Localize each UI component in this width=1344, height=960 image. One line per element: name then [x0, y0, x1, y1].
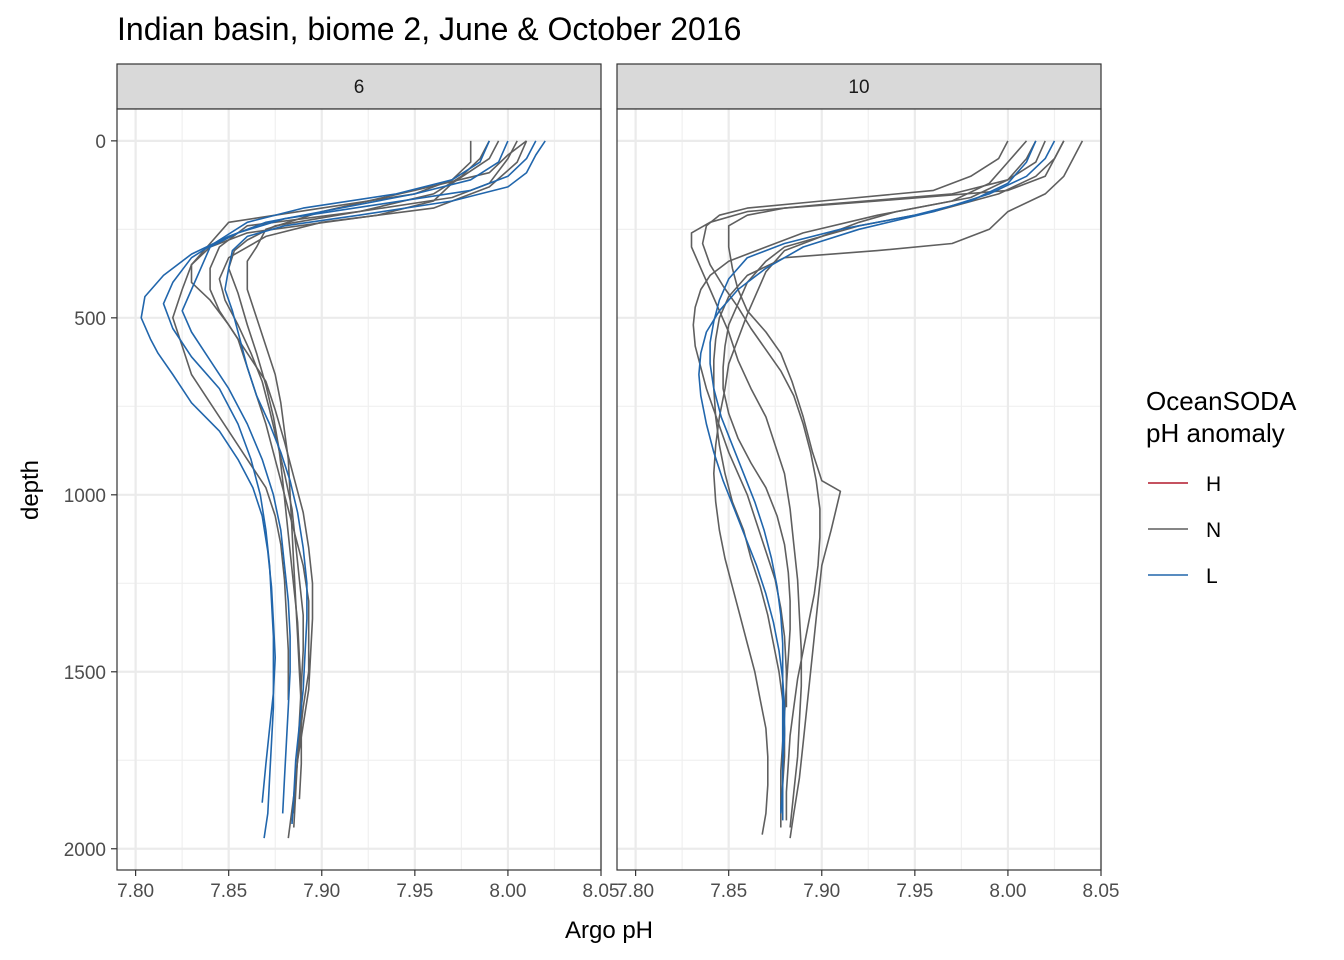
y-tick-label: 0 — [95, 132, 106, 153]
facet-panels: 6 7.80 7.85 7.90 7.95 8.00 8.05 0 500 1000 1500 200… — [64, 63, 1120, 902]
panel-background — [117, 109, 601, 870]
legend-key-label-N: N — [1206, 519, 1221, 542]
y-tick-label: 500 — [74, 309, 106, 330]
legend-key-label-L: L — [1206, 565, 1218, 588]
x-tick-label: 8.05 — [583, 881, 620, 902]
profile-line-L-10 — [162, 140, 491, 839]
profile-line-L-8 — [140, 140, 509, 803]
x-tick-label: 7.80 — [117, 881, 154, 902]
x-tick-label: 7.80 — [617, 881, 654, 902]
profile-line-N-7 — [701, 140, 1009, 821]
x-tick-label: 7.95 — [896, 881, 933, 902]
x-tick-label: 8.00 — [989, 881, 1026, 902]
y-tick-label: 1500 — [64, 663, 106, 684]
facet-panel-6: 6 7.80 7.85 7.90 7.95 8.00 8.05 0 500 1000 1500 200… — [64, 63, 620, 902]
profile-line-N-2 — [690, 140, 1046, 828]
legend-title-line-2: pH anomaly — [1146, 418, 1285, 448]
x-tick-label: 8.00 — [489, 881, 526, 902]
panel-border — [116, 108, 602, 871]
y-tick-label: 1000 — [64, 486, 106, 507]
facet-strip-label: 10 — [848, 77, 869, 98]
y-axis-title: depth — [17, 460, 44, 520]
chart-title: Indian basin, biome 2, June & October 20… — [117, 11, 741, 47]
x-tick-label: 8.05 — [1083, 881, 1120, 902]
panel-background — [617, 109, 1101, 870]
profile-line-L-9 — [709, 140, 1037, 814]
profile-line-L-7 — [224, 140, 546, 825]
legend-key-label-H: H — [1206, 473, 1221, 496]
x-tick-label: 7.85 — [710, 881, 747, 902]
x-tick-label: 7.95 — [396, 881, 433, 902]
legend: OceanSODA pH anomaly HNL — [1146, 386, 1297, 588]
profile-line-L-9 — [181, 140, 537, 814]
panel-border — [616, 108, 1102, 871]
x-axis-title: Argo pH — [565, 917, 653, 944]
facet-panel-10: 10 7.80 7.85 7.90 7.95 8.00 8.05 — [616, 63, 1120, 902]
facet-strip-label: 6 — [354, 77, 365, 98]
y-tick-label: 2000 — [64, 840, 106, 861]
profile-line-N-6 — [227, 140, 491, 800]
facet-strip — [116, 63, 602, 110]
x-tick-label: 7.85 — [210, 881, 247, 902]
x-tick-label: 7.90 — [803, 881, 840, 902]
profile-line-N-4 — [713, 140, 1028, 835]
x-tick-label: 7.90 — [303, 881, 340, 902]
profile-line-N-5 — [692, 140, 1037, 708]
legend-title-line-1: OceanSODA — [1146, 386, 1297, 416]
facet-strip — [616, 63, 1102, 110]
legend-keys: HNL — [1148, 473, 1221, 588]
profile-line-N-3 — [713, 140, 1084, 814]
